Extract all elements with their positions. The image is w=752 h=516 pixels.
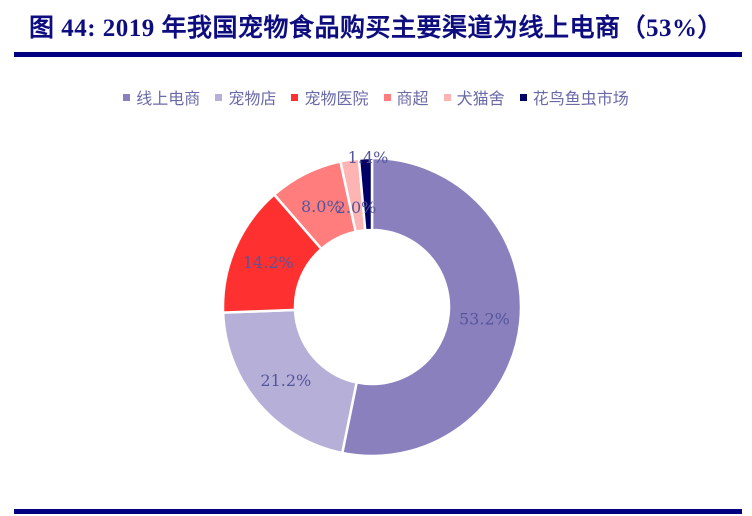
slice-value-label: 14.2% (243, 253, 294, 272)
slice-value-label: 1.4% (348, 148, 389, 167)
bottom-divider (14, 509, 742, 514)
legend-item-supermarket: 商超 (383, 85, 429, 109)
legend-label: 宠物医院 (304, 89, 369, 108)
legend-swatch (291, 94, 299, 101)
legend-swatch (215, 94, 223, 101)
legend-label: 犬猫舍 (456, 89, 505, 108)
donut-slice (340, 156, 523, 458)
slice-value-label: 21.2% (260, 371, 311, 390)
legend-label: 线上电商 (136, 89, 201, 108)
legend-item-kennel: 犬猫舍 (443, 85, 505, 109)
chart-legend: 线上电商 宠物店 宠物医院 商超 犬猫舍 花鸟鱼虫市场 (0, 85, 752, 109)
slice-value-label: 8.0% (301, 197, 342, 216)
donut-labels: 53.2% 21.2% 14.2% 8.0%2.0% 1.4% (243, 148, 510, 390)
title-divider (14, 52, 742, 57)
legend-swatch (123, 94, 131, 101)
legend-swatch (383, 94, 391, 101)
donut-slice (221, 308, 359, 455)
legend-label: 商超 (396, 89, 429, 108)
legend-item-online: 线上电商 (123, 85, 200, 109)
donut-slice (357, 156, 374, 232)
donut-slices (221, 156, 523, 458)
legend-item-flower-bird-market: 花鸟鱼虫市场 (519, 85, 629, 109)
legend-label: 宠物店 (228, 89, 277, 108)
legend-item-pet-hospital: 宠物医院 (291, 85, 368, 109)
legend-swatch (519, 94, 527, 101)
legend-item-pet-store: 宠物店 (215, 85, 276, 109)
legend-swatch (443, 94, 451, 101)
legend-label: 花鸟鱼虫市场 (532, 89, 629, 108)
chart-title: 图 44: 2019 年我国宠物食品购买主要渠道为线上电商（53%） (28, 15, 724, 42)
slice-value-label: 53.2% (459, 309, 510, 328)
slice-value-label: 2.0% (336, 198, 377, 217)
